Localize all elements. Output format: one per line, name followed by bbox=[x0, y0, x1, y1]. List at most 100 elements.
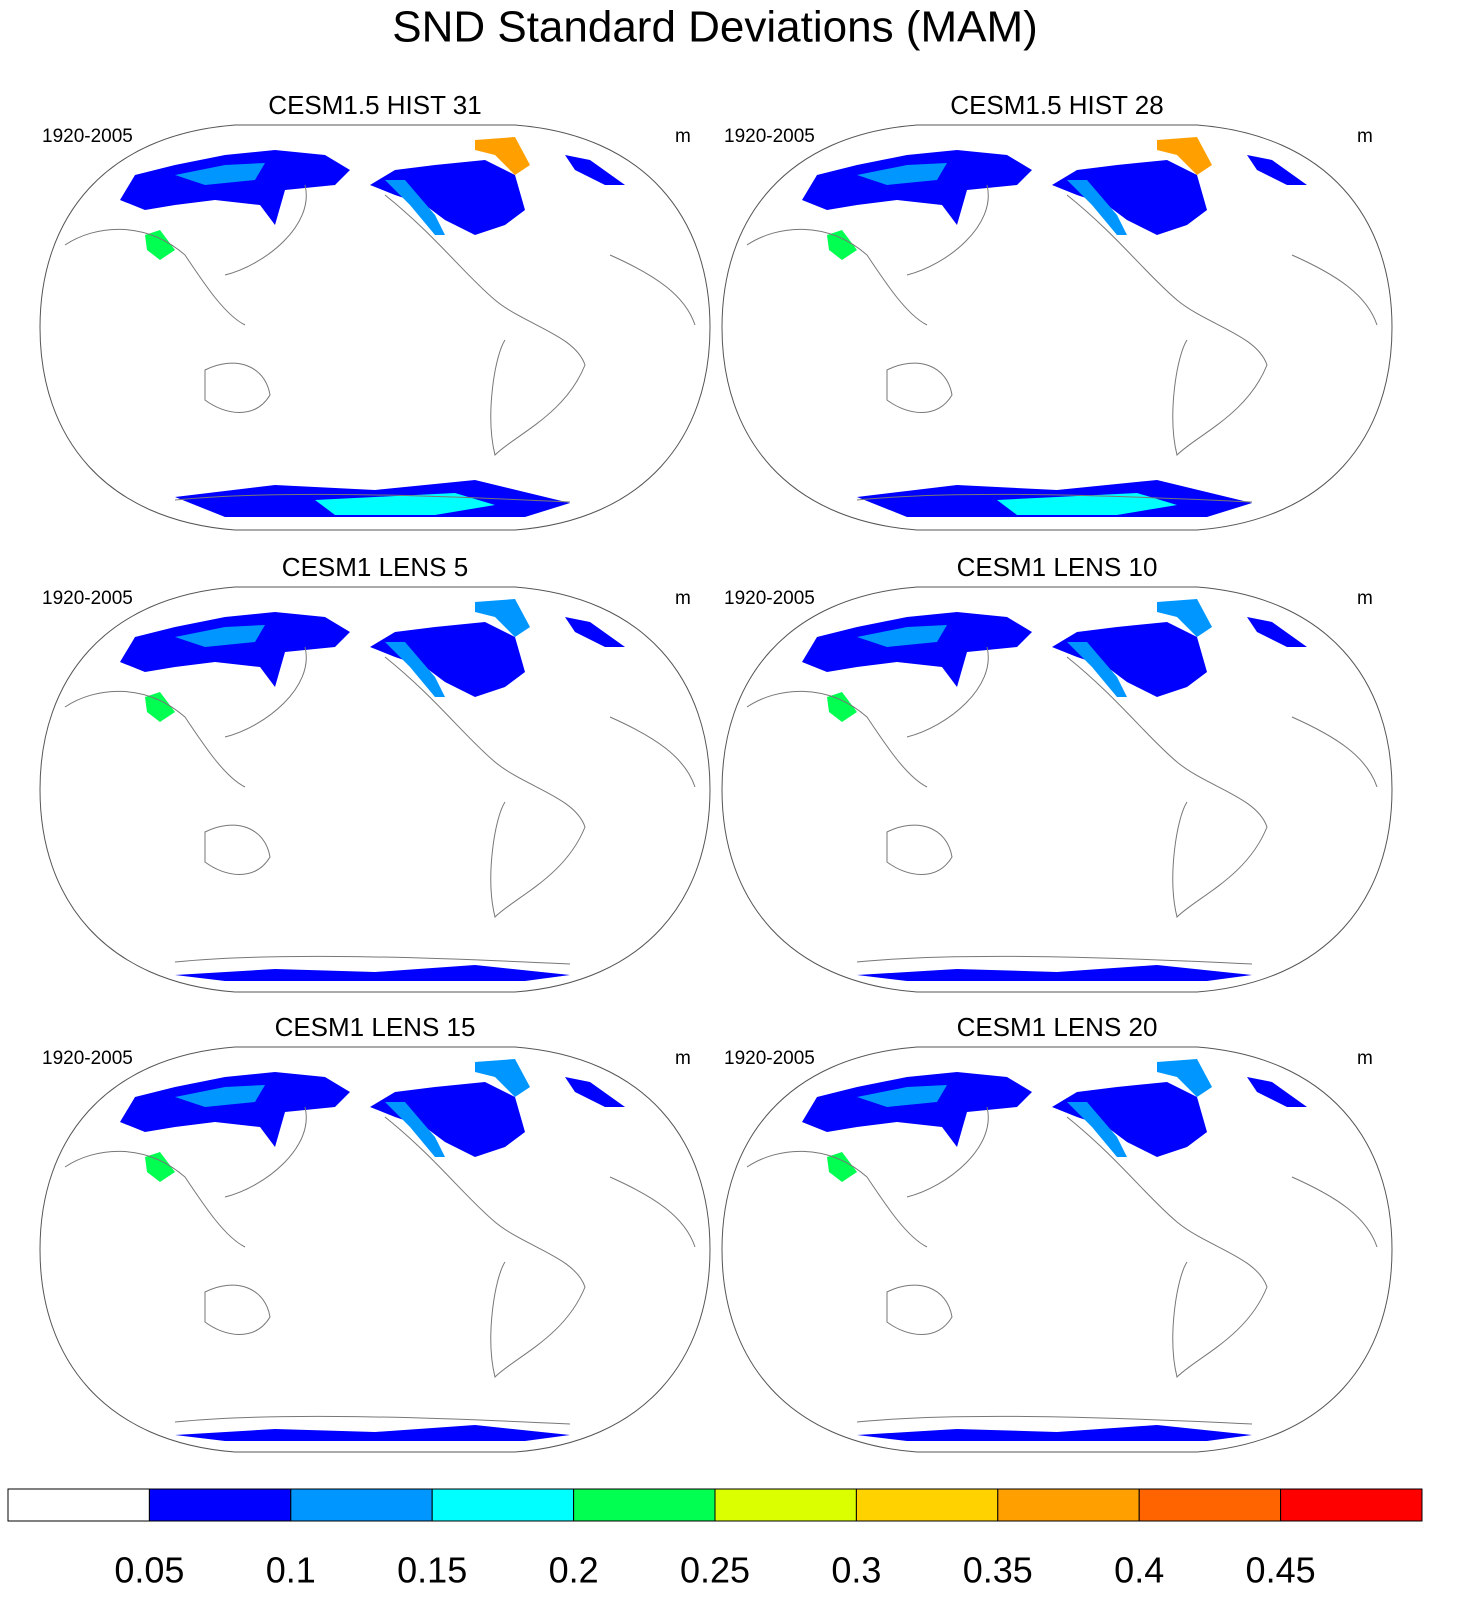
snow-greenland bbox=[1157, 137, 1212, 175]
map-outline bbox=[39, 586, 711, 993]
coast-australia bbox=[204, 362, 271, 413]
coast-antarctica bbox=[174, 1415, 571, 1425]
coast-australia bbox=[886, 1284, 953, 1335]
panel-title: CESM1.5 HIST 31 bbox=[268, 90, 481, 120]
coast-americas bbox=[1066, 656, 1268, 918]
snow-rockies bbox=[385, 642, 445, 697]
snow-scandinavia bbox=[1247, 617, 1307, 647]
panel-title: CESM1 LENS 20 bbox=[957, 1012, 1158, 1042]
snow-antarctica-light bbox=[315, 493, 495, 515]
colorbar-box bbox=[573, 1488, 716, 1522]
coast-africa bbox=[1291, 254, 1378, 326]
coast-antarctica bbox=[174, 493, 571, 503]
colorbar-box bbox=[997, 1488, 1140, 1522]
map-outline bbox=[39, 124, 711, 531]
coast-asia bbox=[746, 1106, 989, 1248]
snow-antarctica-light bbox=[997, 493, 1177, 515]
snow-scandinavia bbox=[1247, 155, 1307, 185]
coast-africa bbox=[1291, 716, 1378, 788]
map-panel: CESM1 LENS 15 1920-2005 m bbox=[39, 1012, 711, 1453]
snow-rockies bbox=[1067, 180, 1127, 235]
coast-antarctica bbox=[856, 493, 1253, 503]
snow-eurasia bbox=[120, 612, 350, 687]
snow-eurasia-light bbox=[175, 163, 265, 185]
panel-title: CESM1.5 HIST 28 bbox=[950, 90, 1163, 120]
coast-africa bbox=[609, 716, 696, 788]
units-label: m bbox=[1357, 126, 1373, 147]
snow-north-america bbox=[370, 622, 525, 697]
coast-americas bbox=[384, 656, 586, 918]
coast-australia bbox=[204, 824, 271, 875]
units-label: m bbox=[675, 126, 691, 147]
coast-americas bbox=[384, 1116, 586, 1378]
snow-eurasia-light bbox=[857, 1085, 947, 1107]
panel-title: CESM1 LENS 15 bbox=[275, 1012, 476, 1042]
coast-americas bbox=[1066, 1116, 1268, 1378]
period-label: 1920-2005 bbox=[724, 1048, 815, 1069]
snow-north-america bbox=[1052, 1082, 1207, 1157]
snow-tibet bbox=[827, 1152, 857, 1182]
colorbar-box bbox=[1280, 1488, 1423, 1522]
map-outline bbox=[721, 1046, 1393, 1453]
map-outline bbox=[721, 124, 1393, 531]
snow-rockies bbox=[385, 180, 445, 235]
snow-greenland bbox=[475, 1059, 530, 1097]
coast-africa bbox=[609, 254, 696, 326]
coast-asia bbox=[64, 184, 307, 326]
period-label: 1920-2005 bbox=[42, 588, 133, 609]
figure-title: SND Standard Deviations (MAM) bbox=[392, 3, 1038, 52]
colorbar-tick-label: 0.15 bbox=[397, 1550, 467, 1591]
snow-tibet bbox=[145, 1152, 175, 1182]
snow-eurasia bbox=[802, 612, 1032, 687]
snow-greenland bbox=[1157, 1059, 1212, 1097]
snow-eurasia bbox=[802, 1072, 1032, 1147]
colorbar-box bbox=[714, 1488, 857, 1522]
coast-asia bbox=[746, 646, 989, 788]
coast-australia bbox=[886, 362, 953, 413]
snow-scandinavia bbox=[565, 155, 625, 185]
snow-eurasia bbox=[120, 1072, 350, 1147]
coast-africa bbox=[1291, 1176, 1378, 1248]
coast-antarctica bbox=[856, 955, 1253, 965]
snow-north-america bbox=[1052, 160, 1207, 235]
coast-americas bbox=[1066, 194, 1268, 456]
colorbar-tick-label: 0.35 bbox=[963, 1550, 1033, 1591]
snow-rockies bbox=[385, 1102, 445, 1157]
snow-eurasia-light bbox=[857, 625, 947, 647]
colorbar-tick-label: 0.05 bbox=[114, 1550, 184, 1591]
snow-scandinavia bbox=[565, 1077, 625, 1107]
coast-asia bbox=[64, 1106, 307, 1248]
snow-rockies bbox=[1067, 642, 1127, 697]
colorbar-tick-label: 0.45 bbox=[1246, 1550, 1316, 1591]
colorbar-tick-label: 0.25 bbox=[680, 1550, 750, 1591]
snow-north-america bbox=[1052, 622, 1207, 697]
snow-eurasia bbox=[802, 150, 1032, 225]
colorbar-tick-label: 0.1 bbox=[266, 1550, 316, 1591]
colorbar-box bbox=[290, 1488, 433, 1522]
period-label: 1920-2005 bbox=[724, 126, 815, 147]
coast-australia bbox=[886, 824, 953, 875]
snow-antarctica bbox=[175, 965, 570, 981]
colorbar-tick-label: 0.4 bbox=[1114, 1550, 1164, 1591]
snow-rockies bbox=[1067, 1102, 1127, 1157]
colorbar-box bbox=[7, 1488, 150, 1522]
period-label: 1920-2005 bbox=[724, 588, 815, 609]
snow-tibet bbox=[827, 230, 857, 260]
colorbar-box bbox=[855, 1488, 999, 1522]
period-label: 1920-2005 bbox=[42, 126, 133, 147]
snow-tibet bbox=[145, 230, 175, 260]
units-label: m bbox=[1357, 1048, 1373, 1069]
coast-asia bbox=[64, 646, 307, 788]
snow-scandinavia bbox=[565, 617, 625, 647]
colorbar-tick-label: 0.2 bbox=[549, 1550, 599, 1591]
snow-eurasia bbox=[120, 150, 350, 225]
units-label: m bbox=[675, 1048, 691, 1069]
snow-antarctica bbox=[857, 965, 1252, 981]
map-panel: CESM1.5 HIST 28 1920-2005 m bbox=[721, 90, 1393, 531]
map-panel: CESM1 LENS 20 1920-2005 m bbox=[721, 1012, 1393, 1453]
panel-title: CESM1 LENS 5 bbox=[282, 552, 468, 582]
coast-asia bbox=[746, 184, 989, 326]
map-panel: CESM1 LENS 10 1920-2005 m bbox=[721, 552, 1393, 993]
